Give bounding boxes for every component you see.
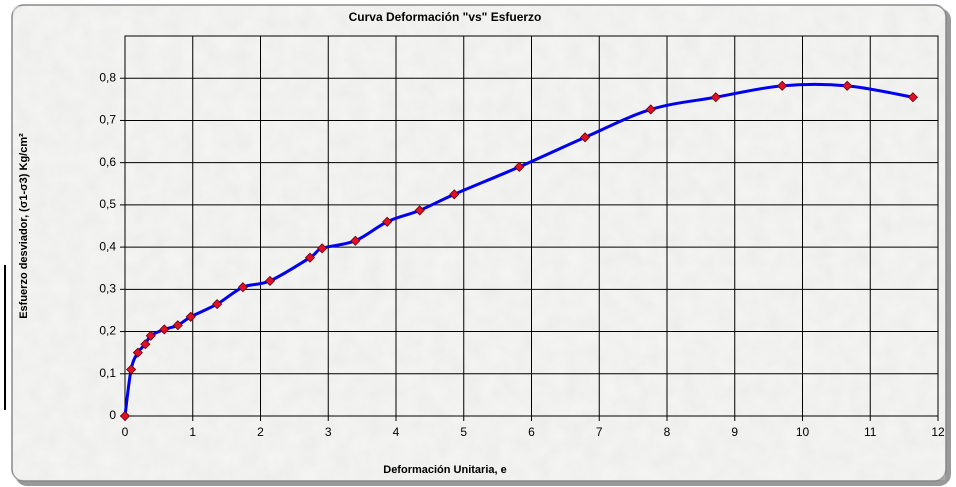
y-tick-label: 0,4: [99, 239, 116, 253]
data-point: [449, 189, 460, 200]
x-tick-label: 10: [796, 425, 810, 439]
data-point: [172, 320, 183, 331]
x-tick-label: 0: [122, 425, 129, 439]
data-point: [579, 132, 591, 143]
data-point: [514, 161, 525, 172]
data-point: [159, 324, 170, 335]
data-point: [317, 243, 328, 254]
chart-title: Curva Deformación "vs" Esfuerzo: [349, 10, 542, 24]
x-tick-label: 5: [460, 425, 467, 439]
y-tick-label: 0,3: [99, 282, 116, 296]
x-tick-label: 12: [931, 425, 945, 439]
x-tick-label: 4: [393, 425, 400, 439]
data-point: [842, 80, 853, 91]
y-tick-label: 0,2: [99, 324, 116, 338]
data-point: [212, 299, 223, 310]
data-point: [414, 205, 425, 216]
data-point: [119, 410, 131, 422]
x-tick-label: 6: [528, 425, 535, 439]
x-tick-label: 3: [325, 425, 332, 439]
data-point: [145, 330, 156, 341]
data-point: [140, 339, 151, 350]
data-point: [237, 282, 248, 293]
data-point: [304, 252, 316, 263]
data-point: [264, 275, 276, 286]
y-tick-label: 0,8: [99, 70, 116, 84]
y-tick-label: 0,6: [99, 155, 116, 169]
data-point: [382, 216, 393, 227]
x-axis-label: Deformación Unitaria, e: [383, 464, 506, 476]
x-tick-label: 2: [257, 425, 264, 439]
data-point: [710, 92, 721, 103]
x-tick-label: 9: [731, 425, 738, 439]
x-tick-label: 1: [189, 425, 196, 439]
data-point: [185, 311, 196, 322]
data-point: [350, 235, 361, 246]
x-tick-label: 7: [596, 425, 603, 439]
edge-mark: [4, 265, 6, 410]
x-tick-label: 8: [664, 425, 671, 439]
data-point: [645, 104, 656, 115]
y-tick-label: 0,1: [99, 366, 116, 380]
data-point: [907, 92, 918, 103]
y-axis-label: Esfuerzo desviador, (σ1-σ3) Kg/cm²: [18, 133, 30, 319]
data-point: [777, 80, 788, 91]
y-tick-label: 0,5: [99, 197, 116, 211]
x-tick-label: 11: [864, 425, 877, 439]
texture: [13, 6, 945, 480]
y-tick-label: 0: [109, 408, 116, 422]
data-point: [126, 364, 137, 375]
y-tick-label: 0,7: [99, 113, 116, 127]
data-point: [132, 347, 143, 358]
